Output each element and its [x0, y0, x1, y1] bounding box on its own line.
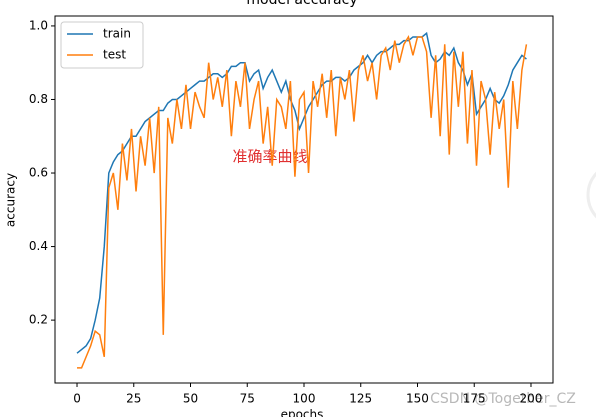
x-tick-label: 25	[126, 392, 141, 406]
x-tick-label: 200	[520, 392, 543, 406]
y-tick-label: 0.4	[29, 239, 48, 253]
y-tick-label: 0.8	[29, 92, 48, 106]
x-tick-label: 50	[183, 392, 198, 406]
y-tick-label: 1.0	[29, 18, 48, 32]
x-axis-label: epochs	[281, 408, 324, 417]
x-tick-label: 0	[73, 392, 81, 406]
annotation: 准确率曲线	[232, 148, 307, 166]
y-tick-label: 0.6	[29, 166, 48, 180]
line-series	[77, 35, 528, 369]
x-tick-label: 175	[463, 392, 486, 406]
decoration	[586, 171, 596, 219]
watermark: CSDN @Together_CZ	[430, 391, 576, 407]
line-series	[76, 31, 527, 354]
legend-label: test	[103, 48, 126, 62]
chart-title: model accuracy	[246, 0, 357, 8]
x-tick-label: 150	[406, 392, 429, 406]
plot-frame	[54, 15, 554, 384]
x-tick-label: 125	[349, 392, 372, 406]
x-tick-label: 75	[240, 392, 255, 406]
x-tick-label: 100	[293, 392, 316, 406]
y-tick-label: 0.2	[29, 313, 48, 327]
legend-label: train	[103, 27, 131, 41]
y-axis-label: accuracy	[4, 173, 18, 227]
